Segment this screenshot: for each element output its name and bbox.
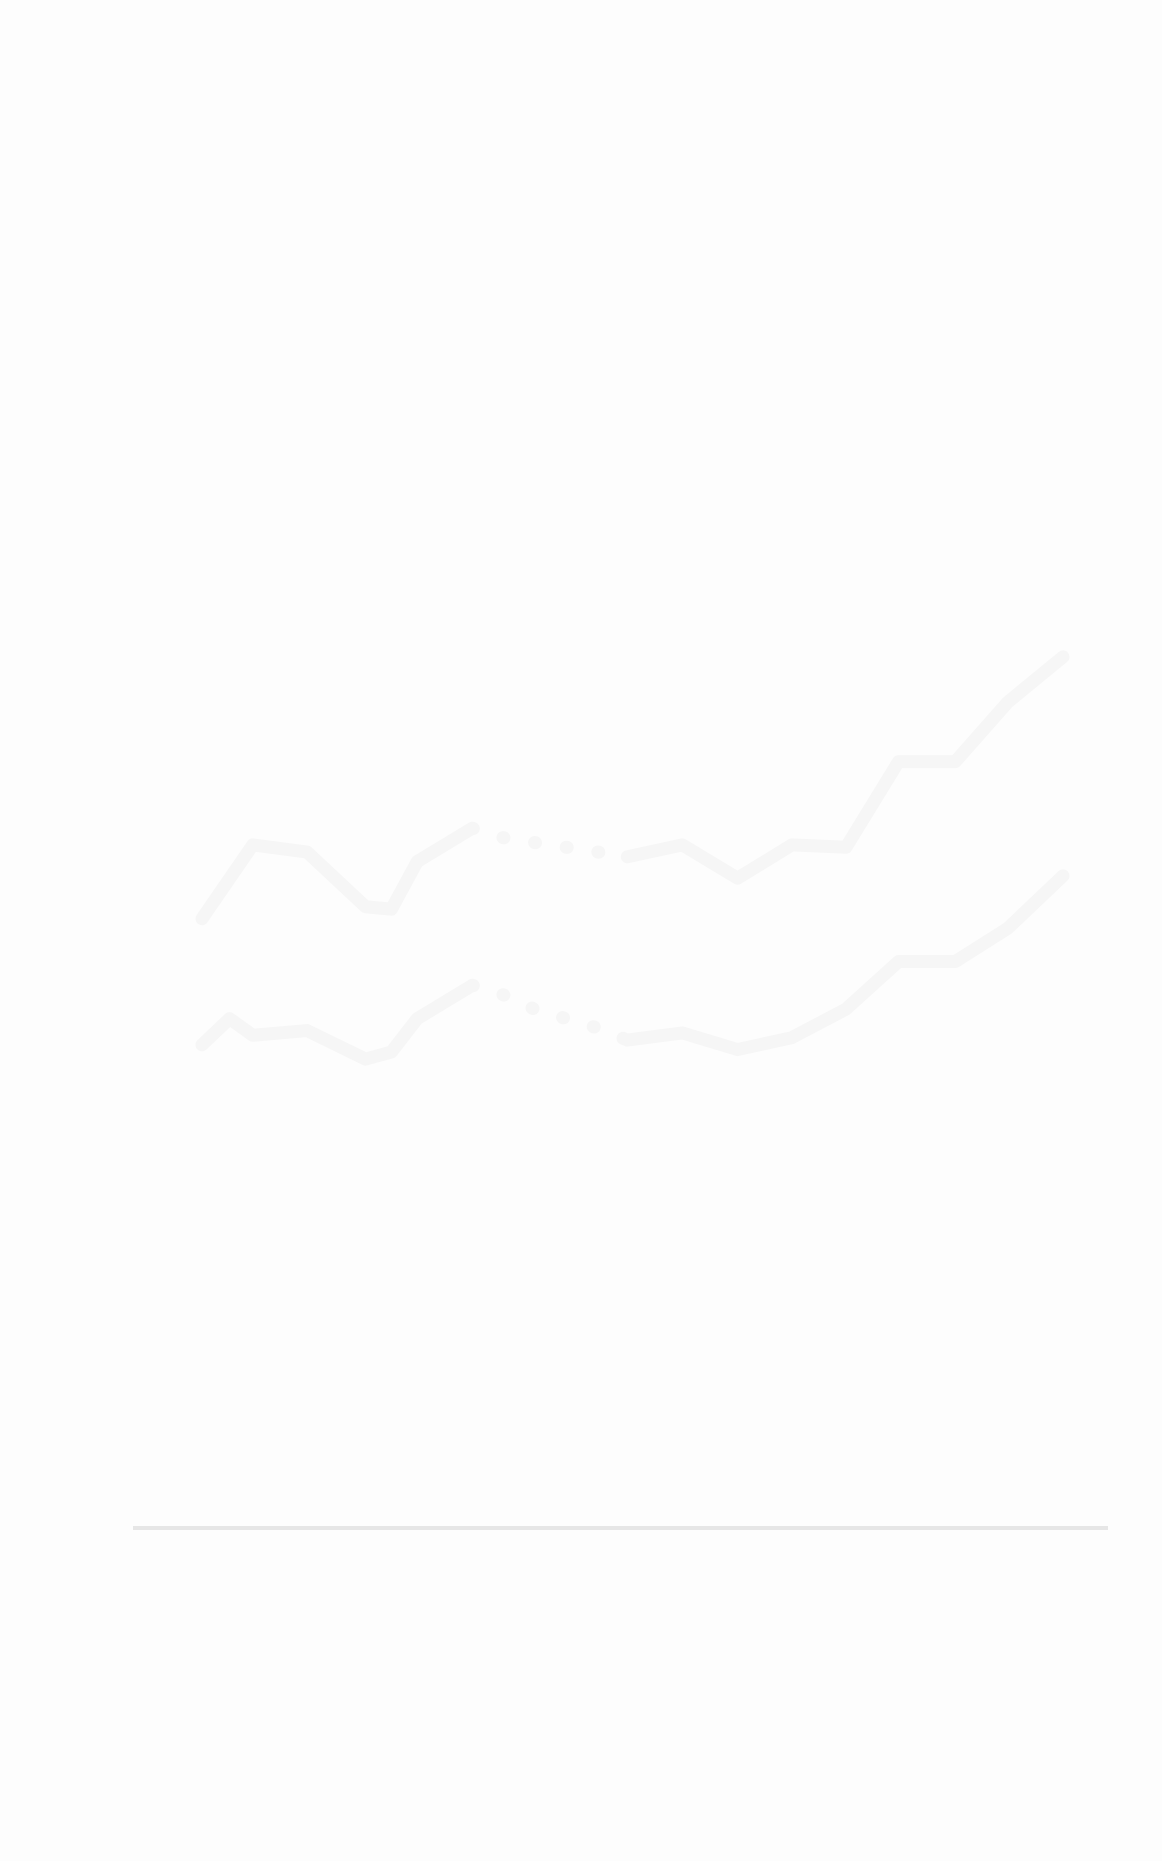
line-series bbox=[195, 650, 1070, 926]
line-series bbox=[195, 869, 1070, 1066]
line-series bbox=[465, 821, 634, 864]
line-series bbox=[465, 978, 634, 1047]
